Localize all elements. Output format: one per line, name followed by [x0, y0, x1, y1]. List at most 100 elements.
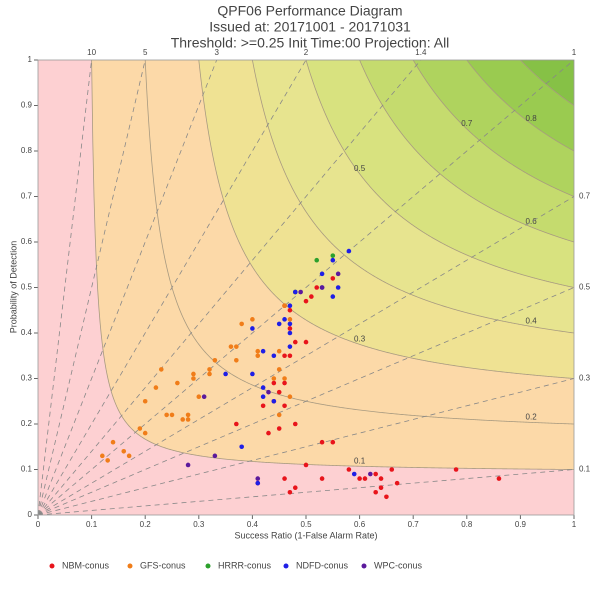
point: [378, 476, 384, 481]
legend-label: WPC-conus: [374, 560, 423, 570]
point: [282, 380, 287, 386]
x-tick-label: 0.3: [193, 520, 205, 529]
x-tick-label: 0.9: [515, 520, 527, 529]
point: [105, 458, 110, 463]
point: [260, 403, 266, 409]
point: [271, 376, 277, 381]
csi-contour: [198, 60, 574, 379]
plot-frame: [37, 59, 575, 516]
point: [309, 294, 314, 299]
csi-label: 0.3: [354, 334, 366, 343]
legend-label: NDFD-conus: [296, 560, 349, 570]
chart-subtitle: Issued at: 20171001 - 20171031: [209, 19, 411, 35]
bias-label: 1: [572, 48, 577, 57]
legend-marker: [361, 563, 367, 569]
point: [196, 394, 202, 400]
point: [287, 353, 293, 359]
point: [250, 317, 255, 322]
csi-contour: [466, 60, 574, 152]
point: [319, 271, 325, 277]
y-tick-label: 0: [28, 510, 33, 519]
legend-marker: [283, 563, 289, 569]
bias-label: 5: [143, 48, 148, 57]
bias-line: [38, 60, 307, 515]
x-tick-label: 0.2: [140, 520, 152, 529]
point: [276, 348, 282, 354]
point: [335, 285, 341, 290]
x-tick-label: 0.1: [86, 520, 98, 529]
point: [260, 385, 266, 390]
csi-contour: [520, 60, 574, 106]
y-tick-label: 0.1: [21, 465, 33, 474]
bias-line: [38, 60, 422, 515]
point: [282, 403, 287, 409]
point: [330, 276, 336, 281]
point: [126, 453, 132, 459]
point: [185, 417, 191, 422]
point: [330, 253, 336, 258]
csi-label: 0.2: [526, 412, 538, 421]
point: [287, 394, 293, 400]
point: [153, 385, 159, 390]
point: [250, 371, 255, 377]
point: [292, 289, 298, 295]
point: [271, 353, 277, 359]
point: [287, 307, 293, 313]
point: [158, 367, 164, 372]
point: [314, 285, 320, 290]
x-axis-label: Success Ratio (1-False Alarm Rate): [234, 530, 377, 540]
y-tick-label: 0.2: [21, 419, 33, 428]
point: [282, 317, 287, 322]
point: [234, 421, 239, 427]
x-tick-label: 0.5: [300, 520, 312, 529]
point: [180, 417, 186, 422]
point: [110, 439, 116, 445]
point: [185, 412, 191, 418]
point: [255, 348, 261, 354]
point: [276, 412, 282, 418]
point: [212, 453, 218, 459]
csi-label: 0.4: [526, 317, 538, 326]
point: [319, 285, 325, 290]
bias-label: 0.5: [579, 283, 591, 292]
csi-contour: [412, 60, 574, 197]
point: [303, 462, 309, 468]
point: [335, 271, 341, 277]
bias-label: 10: [87, 48, 96, 57]
point: [287, 326, 293, 331]
point: [239, 321, 244, 327]
bias-label: 0.7: [579, 192, 591, 201]
point: [276, 426, 282, 431]
csi-contour: [359, 60, 574, 243]
legend-marker: [205, 563, 211, 569]
point: [266, 389, 271, 395]
point: [373, 489, 378, 495]
y-tick-label: 0.3: [21, 374, 33, 383]
point: [292, 339, 298, 345]
csi-label: 0.8: [526, 114, 538, 123]
legend-label: HRRR-conus: [218, 560, 272, 570]
csi-label: 0.5: [354, 164, 366, 173]
point: [330, 257, 336, 263]
point: [292, 421, 298, 427]
y-tick-label: 0.4: [21, 328, 33, 337]
point: [287, 317, 293, 322]
plot: 0.1 0.2 0.3 0.4 0.5 0.6 0.7 0.8: [38, 60, 574, 515]
csi-contour: [252, 60, 574, 334]
point: [292, 485, 298, 491]
x-tick-label: 0.4: [247, 520, 259, 529]
x-tick-label: 0.6: [354, 520, 366, 529]
point: [314, 257, 320, 263]
point: [169, 412, 175, 418]
point: [255, 353, 261, 359]
point: [453, 467, 459, 472]
csi-contour: [91, 60, 574, 470]
point: [276, 367, 282, 372]
y-tick-label: 1: [28, 55, 33, 64]
point: [287, 303, 293, 309]
x-tick-label: 0.7: [408, 520, 420, 529]
x-tick-label: 0.8: [461, 520, 473, 529]
point: [357, 476, 362, 481]
point: [287, 489, 293, 495]
point: [207, 371, 212, 377]
